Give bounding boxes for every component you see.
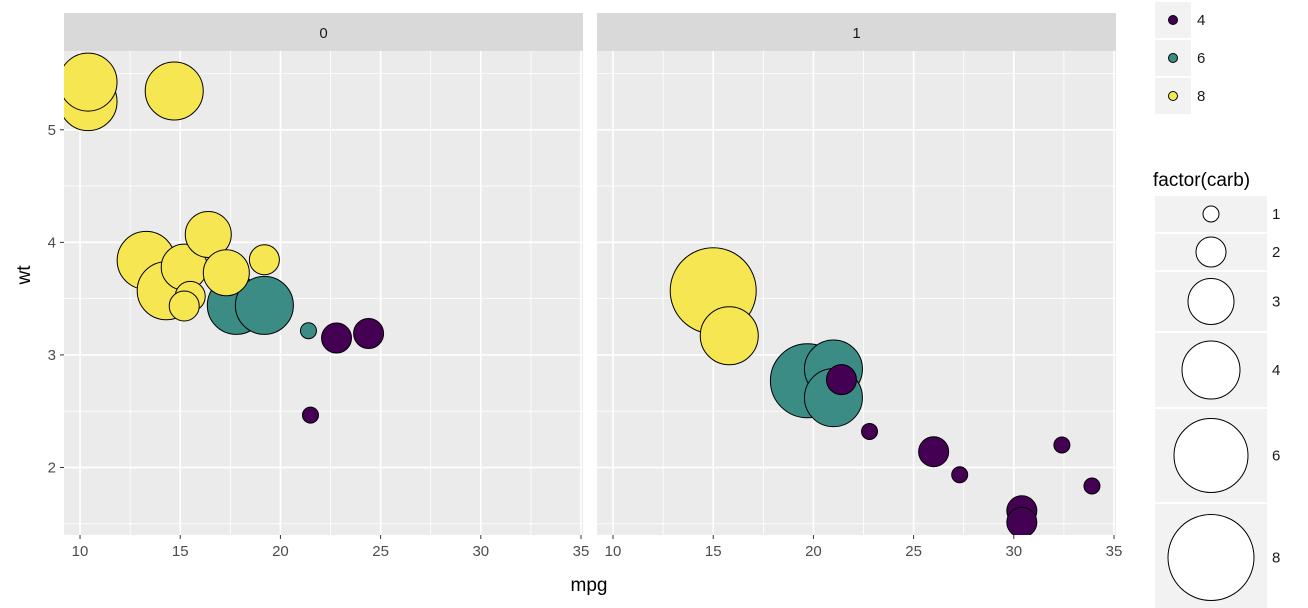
x-tick-label: 15 [705,543,722,560]
y-axis-title: wt [14,265,35,286]
size-legend-swatch [1181,340,1241,400]
data-point [202,249,250,297]
x-tick-label: 20 [805,543,822,560]
size-legend-swatch [1173,418,1249,493]
facet-strip-0 [64,13,583,51]
size-legend-label: 1 [1272,206,1280,223]
x-tick-label: 35 [1106,543,1123,560]
size-legend-swatch [1167,514,1255,601]
size-legend-label: 4 [1272,362,1280,379]
points-layer-0 [64,52,385,424]
size-legend-label: 8 [1272,550,1280,567]
x-axis-title: mpg [571,575,608,596]
size-legend: 1 2 3 4 6 8 [1155,196,1280,608]
facet-strip-1 [597,13,1116,51]
facet-strip-label: 0 [319,25,327,42]
size-legend-swatch [1187,278,1235,325]
y-axis: 2 3 4 5 [48,122,64,476]
size-legend-title: factor(carb) [1153,170,1250,191]
x-tick-label: 10 [72,543,89,560]
x-tick-label: 25 [372,543,389,560]
color-legend-swatch [1168,15,1178,25]
data-point [1083,477,1101,495]
color-legend-swatch [1168,53,1178,63]
data-point [184,210,232,258]
color-legend-label: 6 [1197,50,1205,67]
size-legend-label: 6 [1272,448,1280,465]
x-tick-label: 20 [272,543,289,560]
data-point [301,406,319,424]
data-point [918,436,950,468]
data-point [825,364,857,396]
data-point [168,290,200,322]
size-legend-label: 3 [1272,294,1280,311]
y-tick-label: 4 [48,234,56,251]
color-legend-label: 4 [1197,12,1205,29]
data-point [64,52,118,112]
points-layer-1 [669,247,1101,535]
color-legend-label: 8 [1197,88,1205,105]
color-legend: 4 6 8 [1155,2,1205,114]
data-point [299,322,317,340]
color-legend-swatch [1168,91,1178,101]
y-tick-label: 2 [48,459,56,476]
data-point [861,422,879,440]
data-point [1006,506,1038,535]
x-tick-label: 15 [172,543,189,560]
data-point [1053,436,1071,454]
x-axis: 10 15 20 25 30 35 10 15 20 25 30 35 [72,535,1123,560]
data-point [144,61,204,121]
facet-strip-label: 1 [852,25,860,42]
x-tick-label: 30 [472,543,489,560]
x-tick-label: 25 [905,543,922,560]
x-tick-label: 10 [605,543,622,560]
size-legend-swatch [1202,205,1220,223]
y-tick-label: 3 [48,347,56,364]
data-point [248,244,280,276]
data-point [951,466,969,484]
size-legend-swatch [1195,236,1227,268]
x-tick-label: 35 [573,543,590,560]
size-legend-label: 2 [1272,244,1280,261]
y-tick-label: 5 [48,122,56,139]
data-point [353,318,385,350]
data-point [321,322,353,354]
x-tick-label: 30 [1005,543,1022,560]
data-point [234,275,294,335]
data-point [699,306,759,366]
